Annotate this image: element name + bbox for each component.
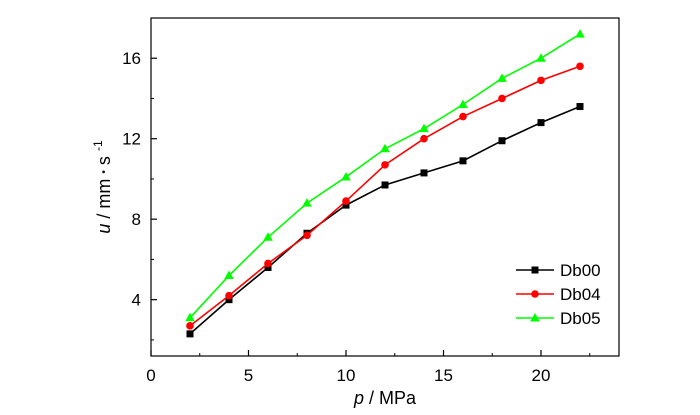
data-point-db05 — [458, 99, 468, 109]
data-point-db00 — [420, 169, 428, 177]
data-point-db05 — [263, 232, 273, 241]
legend-label: Db05 — [560, 309, 601, 328]
y-tick-label: 12 — [122, 130, 141, 149]
data-point-db00 — [459, 157, 467, 165]
series-db05 — [185, 29, 585, 322]
legend: Db00 Db04 Db05 — [516, 261, 601, 328]
x-tick-label: 5 — [244, 366, 253, 385]
data-point-db05 — [185, 312, 195, 322]
legend-item-db00: Db00 — [516, 261, 601, 280]
y-axis-unit: / mm — [94, 179, 114, 219]
x-axis-symbol: p — [353, 388, 364, 408]
legend-item-db05: Db05 — [516, 309, 601, 328]
data-point-db00 — [264, 263, 272, 271]
legend-marker — [530, 313, 540, 322]
data-point-db04 — [537, 76, 545, 85]
legend-label: Db04 — [560, 285, 601, 304]
data-point-db00 — [342, 201, 350, 209]
data-point-db05 — [380, 143, 390, 153]
data-point-db04 — [381, 161, 389, 169]
data-point-db04 — [264, 259, 272, 268]
x-axis: 0 5 10 15 20 — [146, 350, 591, 385]
data-point-db04 — [342, 197, 350, 205]
x-tick-label: 15 — [434, 366, 453, 385]
data-point-db05 — [302, 198, 312, 207]
series-line-db05 — [189, 33, 581, 319]
series-layer — [185, 29, 585, 338]
data-point-db05 — [575, 29, 585, 38]
y-axis-dot: • — [99, 170, 110, 174]
data-point-db05 — [419, 123, 429, 133]
legend-marker — [531, 266, 539, 274]
legend-label: Db00 — [560, 261, 601, 280]
y-axis-unit2: s — [94, 156, 114, 165]
series-db00 — [186, 103, 584, 338]
y-axis-symbol: u — [94, 224, 114, 234]
data-point-db05 — [224, 270, 234, 280]
data-point-db04 — [186, 322, 194, 330]
x-axis-unit: / MPa — [369, 388, 417, 408]
y-tick-label: 16 — [122, 49, 141, 68]
data-point-db05 — [536, 53, 546, 62]
legend-item-db04: Db04 — [516, 285, 601, 304]
data-point-db04 — [303, 231, 311, 240]
x-tick-label: 10 — [337, 366, 356, 385]
plot-frame — [150, 17, 620, 357]
y-tick-label: 8 — [132, 210, 141, 229]
data-point-db04 — [498, 94, 506, 103]
data-point-db00 — [381, 181, 389, 189]
y-axis-title: u / mm • s -1 — [91, 140, 114, 234]
y-tick-label: 4 — [132, 291, 141, 310]
x-tick-label: 0 — [146, 366, 155, 385]
data-point-db00 — [537, 119, 545, 127]
data-point-db04 — [459, 112, 467, 121]
data-point-db05 — [341, 171, 351, 181]
data-point-db05 — [497, 73, 507, 82]
legend-marker — [531, 290, 539, 298]
data-point-db00 — [225, 296, 233, 304]
data-point-db00 — [576, 103, 584, 111]
y-axis-exponent: -1 — [91, 140, 105, 151]
data-point-db04 — [420, 134, 428, 143]
x-tick-label: 20 — [532, 366, 551, 385]
series-db04 — [186, 62, 584, 330]
data-point-db04 — [225, 291, 233, 300]
data-point-db04 — [576, 62, 584, 71]
x-axis-title: p / MPa — [353, 388, 417, 408]
data-point-db00 — [186, 330, 194, 338]
data-point-db00 — [498, 137, 506, 145]
series-line-db04 — [189, 65, 581, 327]
series-line-db00 — [189, 105, 581, 335]
y-axis: 4 8 12 16 — [122, 49, 157, 341]
